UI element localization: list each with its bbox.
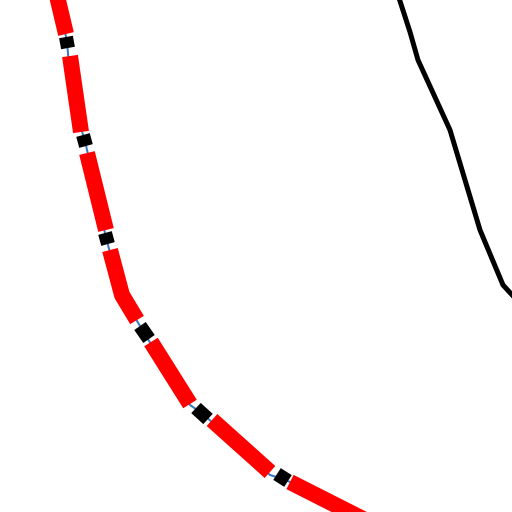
route-segment <box>102 247 144 325</box>
route-centerline <box>57 0 361 512</box>
route-joint <box>59 35 75 50</box>
route-segment <box>49 0 74 36</box>
road-line <box>397 0 512 299</box>
route-joint <box>76 133 93 148</box>
route-joint <box>273 468 292 487</box>
route-segment <box>286 474 367 512</box>
route-joint <box>98 231 115 246</box>
route-segments <box>49 0 367 512</box>
route-segment <box>79 151 114 232</box>
route-joints <box>59 35 292 487</box>
route-joint <box>191 402 213 425</box>
route-segment <box>62 54 89 134</box>
route <box>49 0 367 512</box>
route-segment <box>206 414 276 478</box>
route-segment <box>144 337 197 409</box>
route-joint <box>134 322 155 343</box>
